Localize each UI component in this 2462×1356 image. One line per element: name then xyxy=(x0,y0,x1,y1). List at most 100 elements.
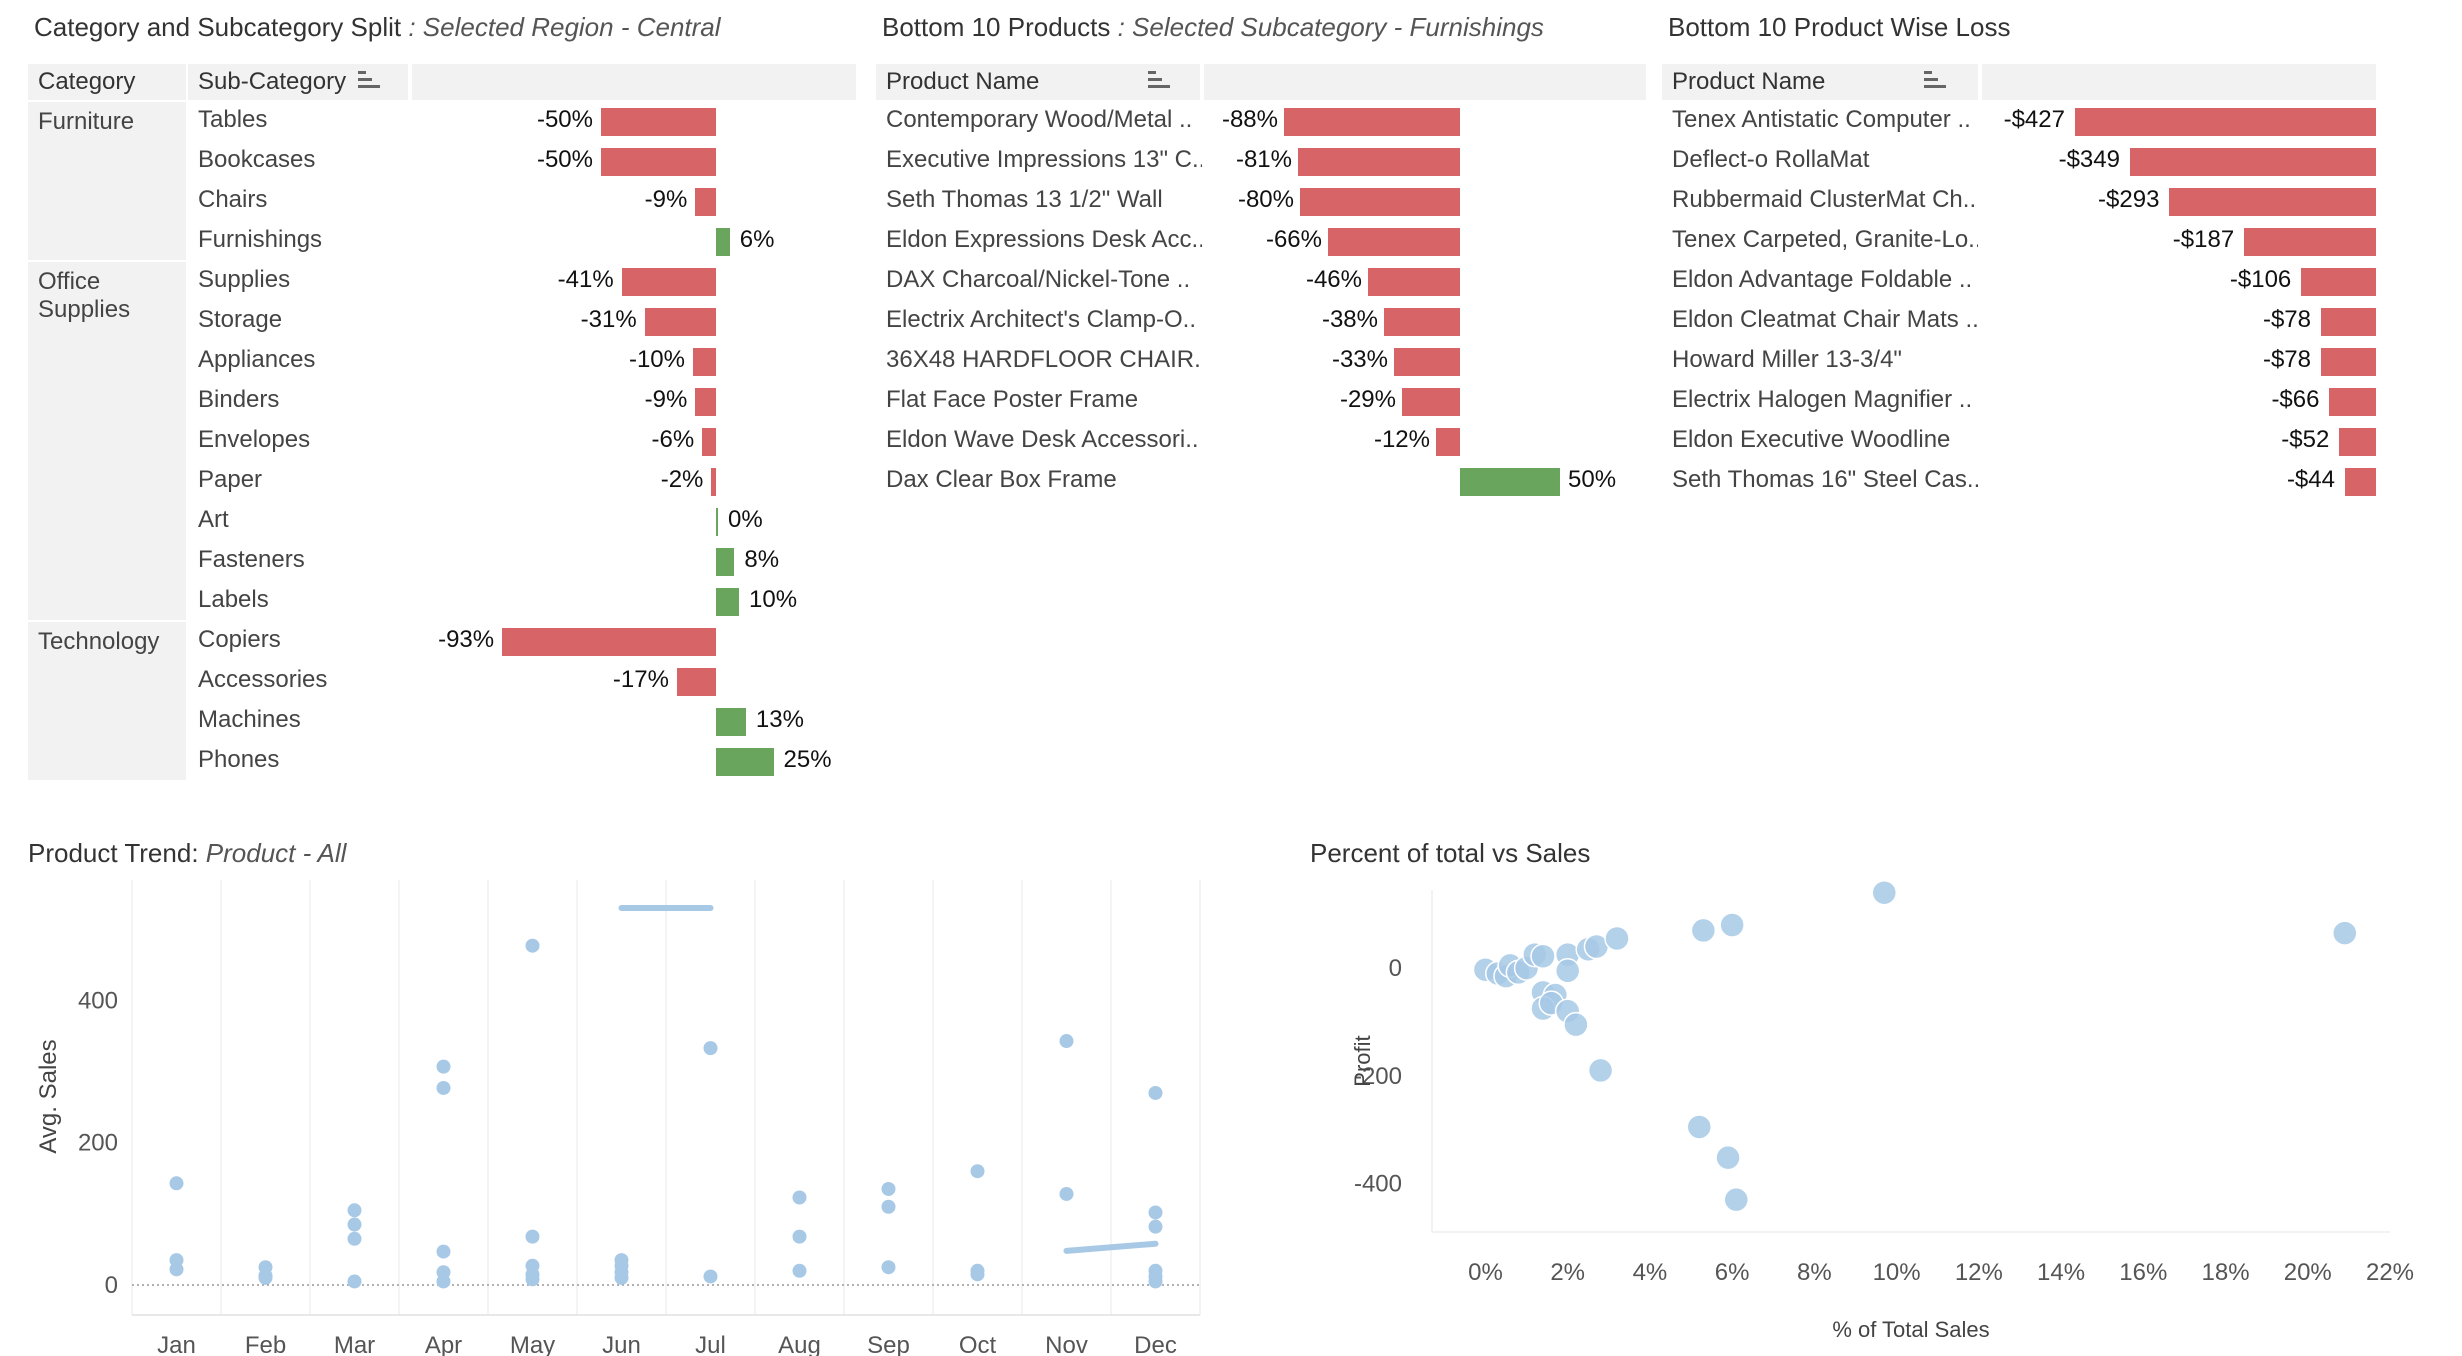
loss-bar[interactable] xyxy=(2344,468,2376,496)
pct-point[interactable] xyxy=(1604,925,1630,952)
loss-product-name[interactable]: Eldon Cleatmat Chair Mats .. xyxy=(1672,306,1978,333)
trend-point[interactable] xyxy=(525,1272,540,1287)
subcategory-label[interactable]: Phones xyxy=(198,746,280,773)
product-bar[interactable] xyxy=(1402,388,1460,416)
subcategory-label[interactable]: Labels xyxy=(198,586,269,613)
subcategory-bar[interactable] xyxy=(621,268,716,296)
subcategory-label[interactable]: Binders xyxy=(198,386,280,413)
product-name[interactable]: Seth Thomas 13 1/2" Wall xyxy=(886,186,1163,213)
pct-point[interactable] xyxy=(1723,1186,1750,1213)
subcategory-label[interactable]: Accessories xyxy=(198,666,328,693)
loss-product-name[interactable]: Electrix Halogen Magnifier .. xyxy=(1672,386,1973,413)
loss-bar[interactable] xyxy=(2339,428,2376,456)
pct-point[interactable] xyxy=(1690,917,1717,944)
category-cell[interactable]: Furniture xyxy=(28,102,186,260)
loss-bar[interactable] xyxy=(2244,228,2376,256)
subcategory-label[interactable]: Supplies xyxy=(198,266,291,293)
trend-point[interactable] xyxy=(792,1190,807,1205)
loss-product-name[interactable]: Eldon Executive Woodline xyxy=(1672,426,1951,453)
trend-point[interactable] xyxy=(1148,1085,1163,1100)
loss-product-name[interactable]: Tenex Carpeted, Granite-Lo.. xyxy=(1672,226,1978,253)
subcategory-bar[interactable] xyxy=(716,748,774,776)
pct-point[interactable] xyxy=(1719,912,1745,938)
category-cell[interactable]: Technology xyxy=(28,622,186,780)
product-name[interactable]: DAX Charcoal/Nickel-Tone .. xyxy=(886,266,1191,293)
trend-point[interactable] xyxy=(970,1164,985,1179)
trend-point[interactable] xyxy=(792,1229,807,1244)
pct-point[interactable] xyxy=(1554,958,1581,984)
trend-point[interactable] xyxy=(792,1263,807,1278)
subcategory-label[interactable]: Envelopes xyxy=(198,426,311,453)
loss-product-name[interactable]: Eldon Advantage Foldable .. xyxy=(1672,266,1973,293)
pct-point[interactable] xyxy=(1563,1011,1589,1038)
loss-bar[interactable] xyxy=(2169,188,2376,216)
product-bar[interactable] xyxy=(1394,348,1460,376)
trend-point[interactable] xyxy=(347,1231,362,1246)
loss-bar[interactable] xyxy=(2329,388,2376,416)
pct-chart[interactable]: 0 -200 -400 0% 2% 4% 6% 8% 10% 12% 14% 16% 18% 20% 22%… xyxy=(1300,880,2462,1356)
pct-point[interactable] xyxy=(1715,1144,1741,1171)
subcategory-label[interactable]: Bookcases xyxy=(198,146,316,173)
trend-point[interactable] xyxy=(1059,1034,1074,1049)
trend-point[interactable] xyxy=(970,1267,985,1282)
category-cell[interactable]: Office Supplies xyxy=(28,262,186,620)
subcategory-label[interactable]: Copiers xyxy=(198,626,281,653)
product-bar[interactable] xyxy=(1384,308,1460,336)
product-bar[interactable] xyxy=(1328,228,1460,256)
subcategory-label[interactable]: Tables xyxy=(198,106,268,133)
trend-point[interactable] xyxy=(881,1181,896,1196)
loss-bar[interactable] xyxy=(2074,108,2376,136)
subcategory-label[interactable]: Fasteners xyxy=(198,546,305,573)
trend-point[interactable] xyxy=(169,1176,184,1191)
trend-point[interactable] xyxy=(169,1262,184,1277)
pct-point[interactable] xyxy=(2332,920,2358,946)
subcategory-bar[interactable] xyxy=(676,668,716,696)
trend-point[interactable] xyxy=(703,1041,718,1056)
loss-bar[interactable] xyxy=(2321,348,2376,376)
loss-bar[interactable] xyxy=(2321,308,2376,336)
subcategory-header[interactable]: Sub-Category xyxy=(188,64,408,100)
trend-point[interactable] xyxy=(347,1274,362,1289)
subcategory-label[interactable]: Paper xyxy=(198,466,263,493)
subcategory-bar[interactable] xyxy=(695,188,716,216)
category-header[interactable]: Category xyxy=(28,64,186,100)
trend-point[interactable] xyxy=(525,938,540,953)
subcategory-label[interactable]: Art xyxy=(198,506,229,533)
product-name[interactable]: Electrix Architect's Clamp-O.. xyxy=(886,306,1196,333)
trend-point[interactable] xyxy=(1059,1186,1074,1201)
product-loss-header[interactable]: Product Name xyxy=(1662,64,1978,100)
subcategory-bar[interactable] xyxy=(716,508,718,536)
trend-point[interactable] xyxy=(258,1270,273,1285)
sort-icon[interactable] xyxy=(1924,71,1946,91)
trend-point[interactable] xyxy=(436,1080,451,1095)
trend-point[interactable] xyxy=(436,1274,451,1289)
loss-product-name[interactable]: Deflect-o RollaMat xyxy=(1672,146,1870,173)
trend-point[interactable] xyxy=(436,1059,451,1074)
subcategory-label[interactable]: Storage xyxy=(198,306,283,333)
product-name[interactable]: Eldon Wave Desk Accessori.. xyxy=(886,426,1199,453)
subcategory-bar[interactable] xyxy=(693,348,716,376)
product-bar[interactable] xyxy=(1368,268,1460,296)
product-name[interactable]: Eldon Expressions Desk Acc.. xyxy=(886,226,1202,253)
loss-product-name[interactable]: Tenex Antistatic Computer .. xyxy=(1672,106,1971,133)
subcategory-bar[interactable] xyxy=(644,308,716,336)
product-bar[interactable] xyxy=(1300,188,1460,216)
product-name[interactable]: Executive Impressions 13" C.. xyxy=(886,146,1202,173)
product-name[interactable]: Dax Clear Box Frame xyxy=(886,466,1117,493)
subcategory-bar[interactable] xyxy=(716,548,735,576)
product-name[interactable]: 36X48 HARDFLOOR CHAIR.. xyxy=(886,346,1202,373)
subcategory-bar[interactable] xyxy=(716,588,739,616)
trend-chart[interactable]: 0 200 400 Avg. Sales Jan Feb Mar Apr May Jun Jul Au… xyxy=(0,880,1220,1356)
trend-point[interactable] xyxy=(347,1217,362,1232)
subcategory-bar[interactable] xyxy=(716,228,730,256)
subcategory-label[interactable]: Machines xyxy=(198,706,301,733)
trend-point[interactable] xyxy=(1148,1274,1163,1289)
loss-bar[interactable] xyxy=(2301,268,2376,296)
pct-point[interactable] xyxy=(1686,1114,1713,1140)
subcategory-bar[interactable] xyxy=(695,388,716,416)
subcategory-label[interactable]: Chairs xyxy=(198,186,268,213)
trend-point[interactable] xyxy=(436,1244,451,1259)
pct-point[interactable] xyxy=(1871,880,1898,906)
subcategory-label[interactable]: Furnishings xyxy=(198,226,323,253)
subcategory-bar[interactable] xyxy=(601,148,716,176)
